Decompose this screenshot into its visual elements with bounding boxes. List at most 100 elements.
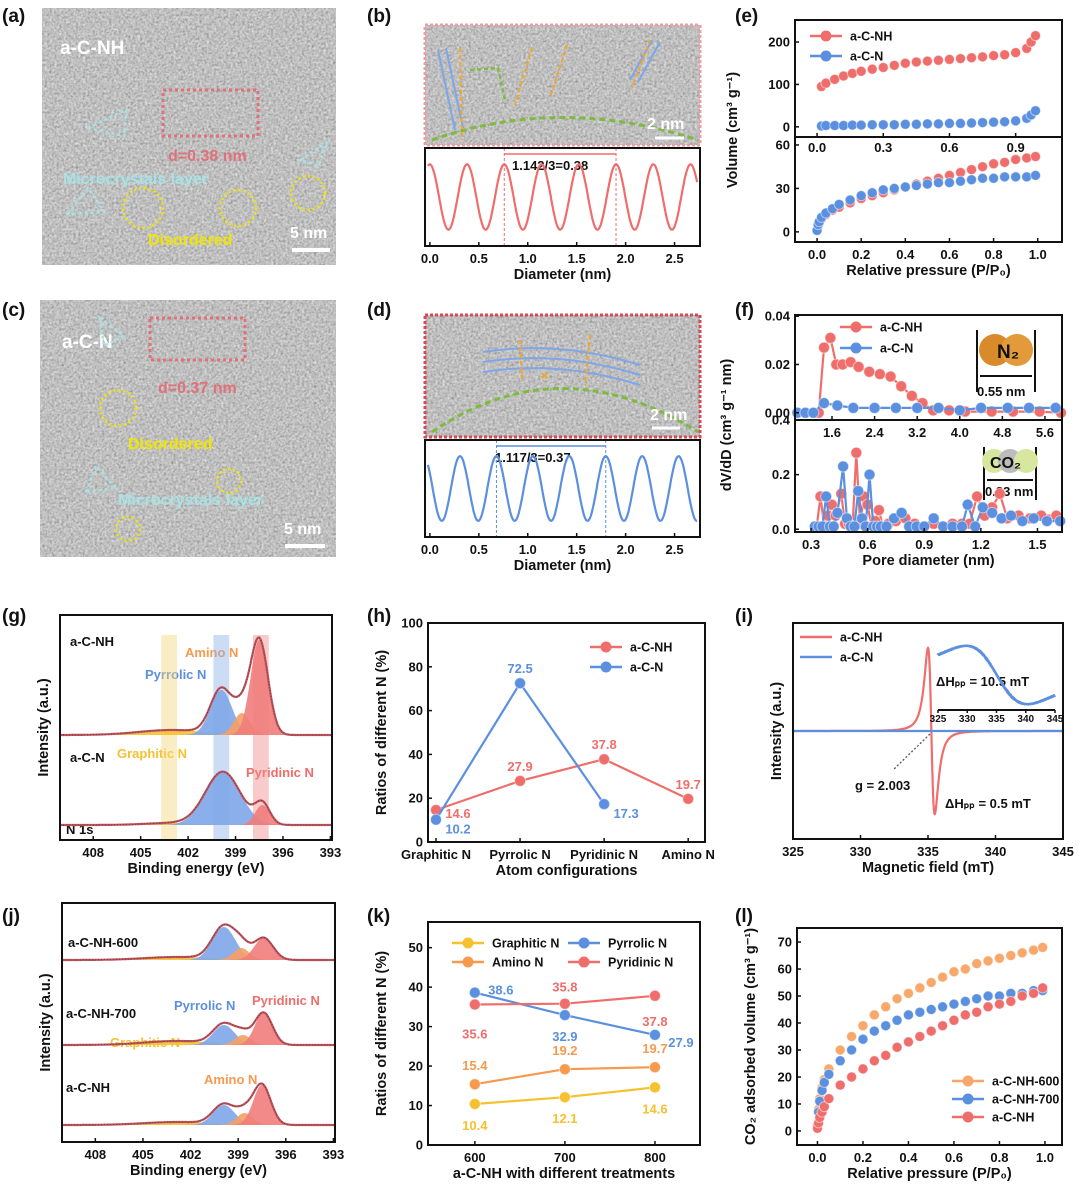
- panel-label-b: (b): [367, 6, 391, 27]
- y-tick-label: 0.4: [772, 413, 791, 428]
- lattice-region-box: [161, 88, 260, 138]
- disordered-label: Disordered: [148, 232, 232, 249]
- series-line-a-c-nh-profile: [427, 163, 699, 231]
- x-tick-label: 0.2: [852, 247, 870, 262]
- disordered-circle: [215, 467, 243, 495]
- x-tick-label: 396: [275, 1147, 297, 1162]
- x-tick-label: 0.6: [945, 1150, 963, 1165]
- y-tick-label: 40: [778, 1016, 792, 1031]
- data-point: [868, 401, 881, 414]
- data-point: [1010, 153, 1022, 165]
- data-point: [648, 1061, 661, 1074]
- plot-frame: [794, 419, 1063, 533]
- data-point: [844, 194, 856, 206]
- x-tick-label: Amino N: [661, 847, 714, 862]
- data-label: 15.4: [462, 1058, 488, 1073]
- data-point: [943, 117, 955, 129]
- pyridinic-label: Pyridinic N: [252, 993, 320, 1008]
- y-tick-label: 50: [409, 940, 423, 955]
- data-label: 27.9: [668, 1035, 693, 1050]
- sample-label: a-C-N: [62, 332, 113, 353]
- n2-size-label: 0.55 nm: [977, 384, 1025, 399]
- data-point: [902, 1009, 914, 1021]
- data-point: [855, 65, 867, 77]
- series-line-a-c-nh: [435, 758, 689, 812]
- data-point: [429, 813, 442, 826]
- d-spacing-label: d=0.38 nm: [168, 148, 247, 165]
- data-point: [1005, 950, 1017, 962]
- scale-bar-label: 5 nm: [290, 225, 327, 242]
- data-point: [959, 963, 971, 975]
- xps-component-pyridinic-n: [60, 640, 332, 735]
- data-point: [914, 1031, 926, 1042]
- x-tick-label: 405: [130, 845, 152, 860]
- x-axis-label: Binding energy (eV): [128, 861, 265, 877]
- data-point: [925, 1025, 937, 1037]
- data-point: [948, 998, 960, 1010]
- data-point: [925, 977, 937, 989]
- data-point: [1022, 401, 1035, 414]
- y-tick-label: 0.2: [772, 467, 790, 482]
- data-point: [966, 117, 978, 129]
- chart-b: 0.0 0.5 1.0 1.5 2.0 2.5 Diameter (nm): [421, 147, 701, 283]
- data-label: 19.2: [552, 1043, 577, 1058]
- data-point: [943, 53, 955, 65]
- data-point: [846, 67, 858, 79]
- data-point: [863, 468, 876, 481]
- y-tick-label: 20: [409, 1059, 423, 1074]
- y-tick-label: 10: [778, 1096, 792, 1111]
- xps-component-pyridinic-n: [62, 1085, 335, 1125]
- data-label: 19.7: [676, 777, 701, 792]
- data-point: [1016, 947, 1028, 959]
- n2-molecule-inset: N₂ 0.55 nm: [976, 330, 1036, 399]
- x-tick-label: 0.3: [874, 140, 892, 155]
- data-point: [648, 1028, 661, 1041]
- data-point: [834, 1055, 846, 1067]
- y-tick-label: 40: [409, 980, 423, 995]
- data-point: [872, 504, 885, 517]
- data-point: [558, 1091, 571, 1104]
- plot-frame: [424, 147, 701, 247]
- data-point: [889, 401, 902, 414]
- x-axis-label: Diameter (nm): [514, 558, 612, 574]
- x-tick-label: 0.5: [470, 542, 488, 557]
- x-tick-label: 0.6: [859, 537, 877, 552]
- data-point: [959, 995, 971, 1007]
- data-label: 72.5: [507, 661, 532, 676]
- x-tick-label: 1.0: [1036, 1150, 1054, 1165]
- hrtem-micrograph: [425, 25, 700, 145]
- data-point: [880, 1020, 892, 1032]
- data-point: [837, 460, 850, 473]
- x-tick-label: 393: [320, 845, 342, 860]
- x-tick-label: 800: [644, 1150, 666, 1165]
- legend-label: a-C-NH-600: [992, 1075, 1059, 1089]
- plot-frame: [59, 614, 333, 841]
- xps-component-pyridinic-n: [62, 1013, 335, 1045]
- x-axis-label: Diameter (nm): [514, 267, 612, 283]
- data-point: [993, 998, 1005, 1010]
- data-point: [834, 1044, 846, 1056]
- data-point: [993, 487, 1006, 500]
- data-point: [868, 1055, 880, 1067]
- y-tick-label: 0: [783, 224, 790, 239]
- data-point: [910, 118, 922, 130]
- data-point: [982, 1001, 994, 1013]
- data-point: [910, 56, 922, 68]
- data-point: [895, 506, 908, 519]
- x-tick-label: 0.8: [990, 1150, 1008, 1165]
- chart-k: 10.4 12.1 14.6 Graphitic N 38.6 32.9 27.9 Pyrro…: [374, 921, 701, 1182]
- xps-component-pyridinic-n: [62, 938, 335, 960]
- inset-linewidth-label: ΔHₚₚ = 10.5 mT: [936, 674, 1029, 689]
- pyridinic-label: Pyridinic N: [246, 765, 314, 780]
- panel-label-g: (g): [2, 606, 26, 627]
- panel-label-e: (e): [735, 6, 758, 27]
- data-point: [850, 446, 863, 459]
- periodicity-label: 1.117/3=0.37: [495, 450, 571, 465]
- data-point: [648, 1081, 661, 1094]
- data-point: [999, 116, 1011, 128]
- chart-l: a-C-NH-600 a-C-NH-700 a-C-NH 0.0 0.2 0.4 0.6 0.…: [743, 927, 1063, 1182]
- fringe-arrows: [459, 39, 651, 141]
- panel-label-h: (h): [367, 606, 391, 627]
- data-point: [888, 59, 900, 71]
